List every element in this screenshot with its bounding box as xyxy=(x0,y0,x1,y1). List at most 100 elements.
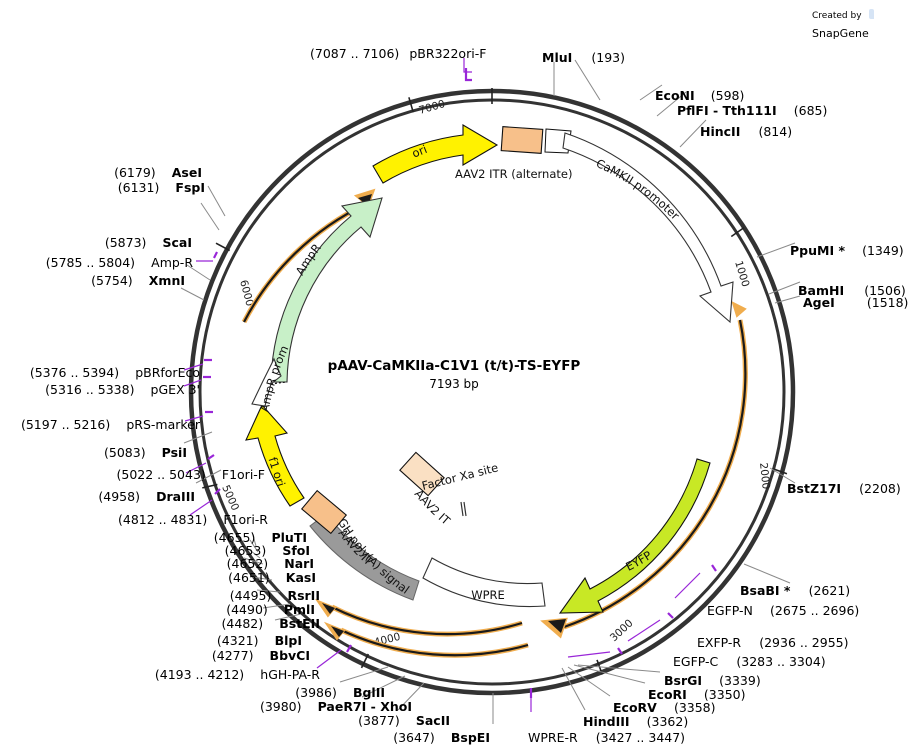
enzyme-label-xmni[interactable]: (5754) XmnI xyxy=(40,270,185,289)
primer-label-egfp-c[interactable]: EGFP-C (3283 .. 3304) xyxy=(673,651,826,670)
enzyme-name: PpuMI * xyxy=(790,243,845,258)
primer-label-exfp-r[interactable]: EXFP-R (2936 .. 2955) xyxy=(697,632,849,651)
feature-label-ampr-promoter: AmpR promoter xyxy=(0,0,291,413)
primer-range: (2936 .. 2955) xyxy=(759,635,849,650)
enzyme-pos: (3339) xyxy=(719,673,761,688)
primer-range: (5316 .. 5338) xyxy=(45,382,135,397)
enzyme-name: BstZ17I xyxy=(787,481,842,496)
enzyme-pos: (685) xyxy=(793,103,828,118)
feature-f1-ori[interactable]: f1 ori xyxy=(245,404,305,507)
primer-range: (5022 .. 5043) xyxy=(116,467,206,482)
enzyme-label-bglii[interactable]: (3986) BglII xyxy=(210,682,385,701)
enzyme-name: HindIII xyxy=(583,714,630,729)
primer-range: (3427 .. 3447) xyxy=(595,730,686,745)
enzyme-label-nari[interactable]: (4652) NarI xyxy=(130,553,314,572)
enzyme-pos: (4482) xyxy=(221,616,264,631)
feature-aav2-itr-alternate[interactable]: AAV2 ITR (alternate) xyxy=(455,126,572,181)
watermark-brand: SnapGene xyxy=(812,27,869,40)
enzyme-pos: (3877) xyxy=(358,713,400,728)
enzyme-label-psii[interactable]: (5083) PsiI xyxy=(60,442,187,461)
enzyme-name: PsiI xyxy=(161,445,187,460)
primer-label-egfp-n[interactable]: EGFP-N (2675 .. 2696) xyxy=(707,600,859,619)
enzyme-label-bamhi[interactable]: BamHI (1506) xyxy=(798,280,906,299)
enzyme-label-econi[interactable]: EcoNI (598) xyxy=(655,85,744,104)
enzyme-label-bstz17i[interactable]: BstZ17I (2208) xyxy=(787,478,901,497)
primer-label-pbr322ori-f[interactable]: (7087 .. 7106) pBR322ori-F xyxy=(310,43,486,62)
enzyme-pos: (2621) xyxy=(808,583,851,598)
primer-range: (4812 .. 4831) xyxy=(118,512,208,527)
feature-ori[interactable]: ori xyxy=(372,124,499,184)
enzyme-label-kasi[interactable]: (4651) KasI xyxy=(130,567,316,586)
enzyme-label-blpi[interactable]: (4321) BlpI xyxy=(130,630,302,649)
primer-label-f1ori-f[interactable]: (5022 .. 5043) F1ori-F xyxy=(20,464,265,483)
enzyme-label-pflfi-tth111i[interactable]: PflFI - Tth111I (685) xyxy=(677,100,827,119)
primer-label-pbrforeco[interactable]: (5376 .. 5394) pBRforEco xyxy=(10,362,200,381)
enzyme-pos: (4655) xyxy=(213,530,256,545)
enzyme-name: EcoRV xyxy=(613,700,657,715)
primer-label-wpre-r[interactable]: WPRE-R (3427 .. 3447) xyxy=(528,727,685,746)
enzyme-label-ecorv[interactable]: EcoRV (3358) xyxy=(613,697,716,716)
enzyme-label-bbvci[interactable]: (4277) BbvCI xyxy=(130,645,310,664)
feature-label-aav2-itr-alternate: AAV2 ITR (alternate) xyxy=(455,167,572,181)
enzyme-name: EcoNI xyxy=(655,88,695,103)
enzyme-label-agei[interactable]: AgeI (1518) xyxy=(803,292,908,311)
enzyme-label-bsabi[interactable]: BsaBI * (2621) xyxy=(740,580,850,599)
enzyme-label-ecori[interactable]: EcoRI (3350) xyxy=(648,684,745,703)
primer-label-f1ori-r[interactable]: (4812 .. 4831) F1ori-R xyxy=(10,509,268,528)
enzyme-name: EcoRI xyxy=(648,687,687,702)
primer-name: pRS-marker xyxy=(126,417,200,432)
enzyme-pos: (3358) xyxy=(673,700,716,715)
enzyme-label-scai[interactable]: (5873) ScaI xyxy=(40,232,192,251)
enzyme-label-bspei[interactable]: (3647) BspEI xyxy=(300,727,490,746)
primer-ticks xyxy=(203,68,717,698)
enzyme-name: PaeR7I - XhoI xyxy=(317,699,412,714)
enzyme-pos: (1518) xyxy=(866,295,908,310)
watermark-prefix: Created by xyxy=(812,11,862,21)
enzyme-pos: (1506) xyxy=(864,283,906,298)
leader-lines-primers xyxy=(183,58,701,712)
enzyme-name: RsrII xyxy=(287,588,320,603)
enzyme-label-pmli[interactable]: (4490) PmlI xyxy=(130,599,315,618)
enzyme-label-paer7i-xhoi[interactable]: (3980) PaeR7I - XhoI xyxy=(200,696,412,715)
primer-name: pGEX 3' xyxy=(150,382,200,397)
enzyme-label-bsteii[interactable]: (4482) BstEII xyxy=(130,613,320,632)
primer-range: (5785 .. 5804) xyxy=(45,255,136,270)
feature-camkii-promoter[interactable]: CaMKII promoter xyxy=(562,132,734,324)
primer-label-pgex-3prime[interactable]: (5316 .. 5338) pGEX 3' xyxy=(10,379,200,398)
enzyme-label-draiii[interactable]: (4958) DraIII xyxy=(60,486,195,505)
feature-label-wpre: WPRE xyxy=(471,588,505,602)
enzyme-name: SacII xyxy=(415,713,450,728)
primer-range: (5376 .. 5394) xyxy=(29,365,120,380)
primer-label-prs-marker[interactable]: (5197 .. 5216) pRS-marker xyxy=(10,414,200,433)
feature-ampr-promoter[interactable]: AmpR promoter xyxy=(0,0,291,413)
enzyme-name: KasI xyxy=(285,570,316,585)
enzyme-label-mlui[interactable]: MluI (193) xyxy=(542,47,625,66)
enzyme-label-rsrii[interactable]: (4495) RsrII xyxy=(130,585,320,604)
feature-wpre[interactable]: WPRE xyxy=(422,557,546,608)
enzyme-label-fspi[interactable]: (6131) FspI xyxy=(40,177,205,196)
enzyme-label-asei[interactable]: (6179) AseI xyxy=(40,162,202,181)
enzyme-pos: (6131) xyxy=(117,180,160,195)
enzyme-label-hincii[interactable]: HincII (814) xyxy=(700,121,792,140)
enzyme-pos: (4321) xyxy=(216,633,259,648)
enzyme-name: BamHI xyxy=(798,283,845,298)
enzyme-label-sfoi[interactable]: (4653) SfoI xyxy=(130,540,310,559)
watermark: Created by SnapGene xyxy=(812,3,908,41)
enzyme-name: BbvCI xyxy=(269,648,310,663)
enzyme-pos: (2208) xyxy=(859,481,901,496)
primer-label-hgh-pa-r[interactable]: (4193 .. 4212) hGH-PA-R xyxy=(20,664,320,683)
enzyme-pos: (4653) xyxy=(224,543,267,558)
enzyme-pos: (3350) xyxy=(703,687,746,702)
enzyme-label-bsrgi[interactable]: BsrGI (3339) xyxy=(664,670,761,689)
primer-name: EXFP-R xyxy=(697,635,742,650)
enzyme-label-hindiii[interactable]: HindIII (3362) xyxy=(583,711,688,730)
enzyme-label-sacii[interactable]: (3877) SacII xyxy=(260,710,450,729)
enzyme-name: PflFI - Tth111I xyxy=(677,103,777,118)
primer-label-amp-r[interactable]: (5785 .. 5804) Amp-R xyxy=(10,252,193,271)
enzyme-label-ppumi[interactable]: PpuMI * (1349) xyxy=(790,240,904,259)
ruler-label-2000: 2000 xyxy=(757,462,772,490)
enzyme-label-pluti[interactable]: (4655) PluTI xyxy=(130,527,307,546)
enzyme-pos: (5873) xyxy=(104,235,147,250)
plasmid-length: 7193 bp xyxy=(429,377,479,391)
enzyme-pos: (4495) xyxy=(229,588,272,603)
